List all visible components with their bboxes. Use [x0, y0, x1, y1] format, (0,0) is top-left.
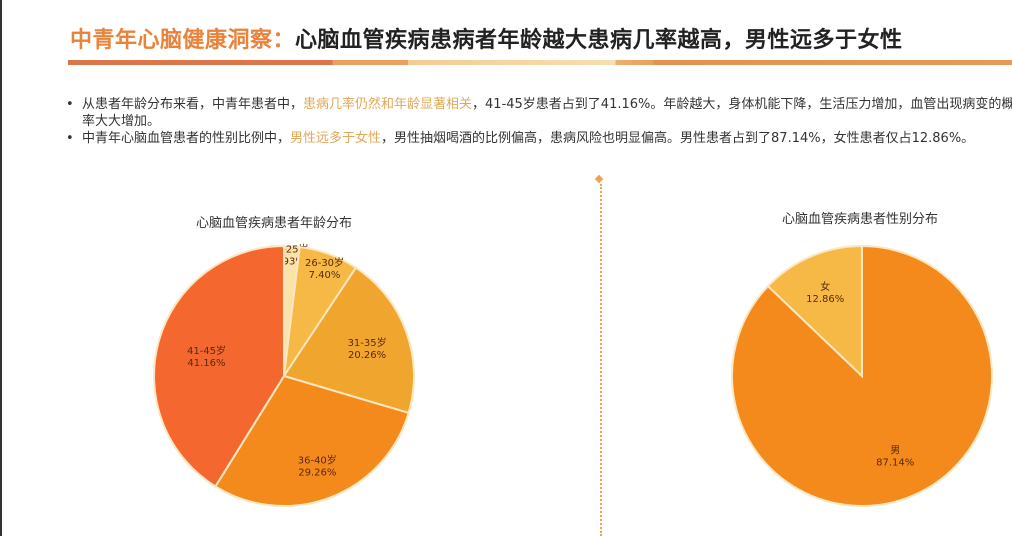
slice-category-label: 26-30岁 [305, 256, 344, 269]
bullet-highlight: 男性远多于女性 [290, 131, 382, 146]
bullet-age: 从患者年龄分布来看，中青年患者中，患病几率仍然和年龄显著相关，41-45岁患者占… [66, 96, 1012, 130]
slice-value-label: 20.26% [348, 350, 386, 361]
bullet-text: ，男性抽烟喝酒的比例偏高，患病风险也明显偏高。男性患者占到了87.14%，女性患… [381, 131, 975, 146]
slice-category-label: 41-45岁 [187, 344, 226, 357]
pie-slice-31-35岁 [282, 266, 415, 415]
slice-category-label: 31-35岁 [348, 336, 387, 349]
divider [600, 184, 602, 536]
pie-slice-36-40岁 [214, 374, 410, 507]
slice-category-label: 36-40岁 [298, 453, 337, 466]
title-highlight: 中青年心脑健康洞察： [70, 28, 296, 53]
title-underline [68, 60, 1012, 65]
bullet-text: 从患者年龄分布来看，中青年患者中， [82, 97, 304, 112]
bullet-gender: 中青年心脑血管患者的性别比例中，男性远多于女性，男性抽烟喝酒的比例偏高，患病风险… [66, 130, 1012, 147]
left-border [0, 0, 2, 536]
slice-value-label: 41.16% [187, 358, 225, 369]
pie-slice-41-45岁 [153, 244, 285, 488]
slice-value-label: 87.14% [876, 458, 914, 469]
title-rest: 心脑血管疾病患病者年龄越大患病几率越高，男性远多于女性 [295, 28, 903, 53]
gender-chart-title: 心脑血管疾病患者性别分布 [782, 212, 939, 227]
slice-value-label: 1.93% [273, 257, 305, 268]
page-title: 中青年心脑健康洞察：心脑血管疾病患病者年龄越大患病几率越高，男性远多于女性 [70, 22, 903, 54]
bullet-text: 中青年心脑血管患者的性别比例中， [82, 131, 291, 146]
pie-slice-女 [766, 244, 863, 379]
slice-value-label: 29.26% [298, 467, 336, 478]
slice-value-label: 12.86% [806, 294, 844, 305]
bullet-highlight: 患病几率仍然和年龄显著相关 [303, 97, 473, 112]
slice-category-label: 女 [820, 280, 830, 293]
age-chart-title: 心脑血管疾病患者年龄分布 [196, 216, 353, 231]
slice-value-label: 7.40% [309, 270, 341, 281]
slice-category-label: 男 [890, 445, 900, 457]
insight-bullets: 从患者年龄分布来看，中青年患者中，患病几率仍然和年龄显著相关，41-45岁患者占… [66, 96, 1012, 147]
bullet-text: ，41-45岁患者占到了41.16%。年龄越大，身体机能下降，生活压力增加，血管… [82, 97, 1012, 129]
